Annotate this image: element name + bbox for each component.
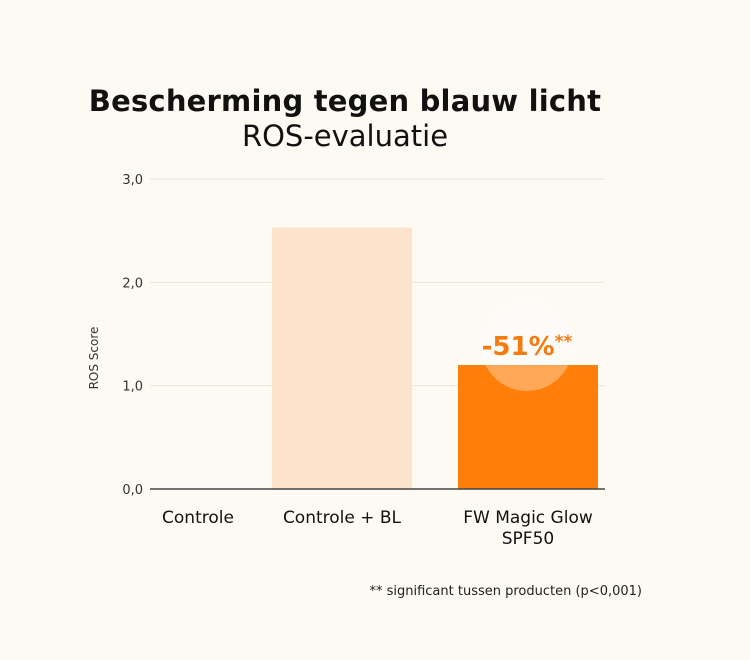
significance-footnote: ** significant tussen producten (p<0,001… xyxy=(369,584,642,599)
category-label: Controle xyxy=(162,508,234,528)
y-tick-label: 1,0 xyxy=(122,380,143,395)
bar xyxy=(272,227,412,490)
chart-subtitle: ROS-evaluatie xyxy=(241,119,449,153)
category-label: SPF50 xyxy=(502,529,554,549)
bar xyxy=(458,365,598,489)
annotation-highlight-circle xyxy=(481,299,573,391)
y-axis-label: ROS Score xyxy=(87,327,101,390)
y-tick-label: 0,0 xyxy=(122,483,143,498)
chart-title: Bescherming tegen blauw licht xyxy=(88,84,602,118)
category-label: Controle + BL xyxy=(283,508,402,528)
y-tick-label: 3,0 xyxy=(122,173,143,188)
reduction-annotation: -51%** xyxy=(482,332,573,362)
category-label: FW Magic Glow xyxy=(463,508,593,528)
y-tick-label: 2,0 xyxy=(122,276,143,291)
